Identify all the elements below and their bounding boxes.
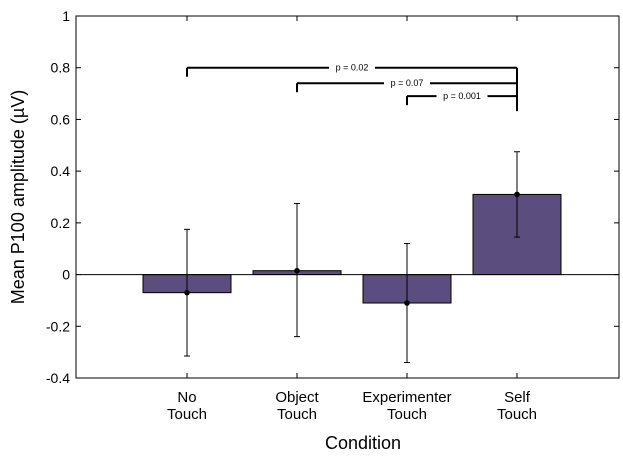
bars <box>142 193 562 304</box>
x-category-label: Experimenter <box>362 389 451 406</box>
x-category-label: Touch <box>167 406 207 423</box>
p-value-label: p = 0.07 <box>391 78 424 88</box>
x-category-label: Touch <box>497 406 537 423</box>
y-tick-label: 0.4 <box>51 163 71 179</box>
y-tick-label: 0.2 <box>51 215 71 231</box>
x-category-label: No <box>177 389 196 406</box>
x-axis: NoTouchObjectTouchExperimenterTouchSelfT… <box>167 16 537 423</box>
x-axis-title: Condition <box>325 433 401 453</box>
significance-brackets: p = 0.02 p = 0.07 p = 0.001 <box>186 63 518 112</box>
y-tick-label: -0.4 <box>46 370 70 386</box>
p-value-label: p = 0.001 <box>443 91 481 101</box>
mean-point <box>294 267 300 274</box>
y-tick-label: 1 <box>62 8 70 24</box>
y-axis: 1 0.8 0.6 0.4 0.2 0 -0.2 -0.4 <box>46 8 619 386</box>
mean-point <box>514 191 520 198</box>
mean-point <box>404 300 410 306</box>
p-value-label: p = 0.02 <box>336 63 369 73</box>
y-tick-label: 0.6 <box>51 111 71 127</box>
y-tick-label: -0.2 <box>46 318 70 334</box>
y-tick-label: 0 <box>62 267 70 283</box>
x-category-label: Object <box>275 389 319 406</box>
plot-frame <box>75 15 620 379</box>
error-bars <box>184 151 520 363</box>
x-category-label: Touch <box>277 406 317 423</box>
y-axis-title: Mean P100 amplitude (µV) <box>8 90 28 304</box>
x-category-label: Self <box>504 389 531 406</box>
y-tick-label: 0.8 <box>51 60 71 76</box>
x-category-label: Touch <box>387 406 427 423</box>
mean-point <box>184 289 190 296</box>
